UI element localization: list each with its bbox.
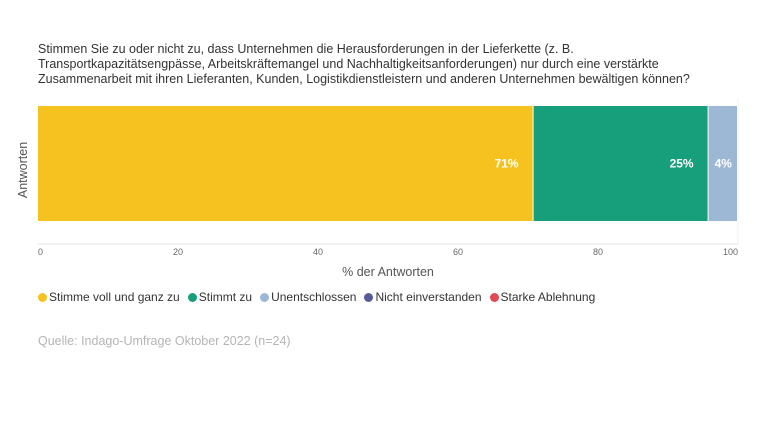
x-ticks-group: 0 20 40 60 80 100 [38, 247, 738, 257]
legend-item-3[interactable]: Nicht einverstanden [364, 290, 482, 304]
legend-item-1[interactable]: Stimmt zu [187, 290, 253, 304]
bar-data-label-0: 71% [495, 157, 519, 171]
source-note: Quelle: Indago-Umfrage Oktober 2022 (n=2… [38, 334, 291, 348]
legend-marker [187, 292, 197, 302]
legend-item-0[interactable]: Stimme voll und ganz zu [38, 290, 180, 304]
legend-marker [260, 292, 270, 302]
bar-labels-group: 71% 25% 4% [495, 157, 733, 171]
x-tick-label: 20 [173, 247, 183, 257]
legend-label: Starke Ablehnung [500, 290, 596, 304]
x-axis-label: % der Antworten [342, 265, 434, 279]
legend-label: Nicht einverstanden [375, 290, 482, 304]
legend: Stimme voll und ganz zu Stimmt zu Unentsch… [38, 290, 603, 304]
y-axis-label: Antworten [16, 142, 30, 198]
legend-item-4[interactable]: Starke Ablehnung [489, 290, 596, 304]
x-tick-label: 60 [453, 247, 463, 257]
bar-segment-1 [533, 106, 708, 221]
x-tick-label: 40 [313, 247, 323, 257]
bar-segment-0 [38, 106, 533, 221]
legend-item-2[interactable]: Unentschlossen [260, 290, 356, 304]
chart-title: Stimmen Sie zu oder nicht zu, dass Unter… [38, 42, 690, 86]
bars-group [38, 106, 737, 221]
bar-data-label-1: 25% [670, 157, 694, 171]
bar-data-label-2: 4% [715, 157, 733, 171]
legend-marker [489, 292, 499, 302]
legend-label: Stimme voll und ganz zu [49, 290, 180, 304]
legend-marker [364, 292, 374, 302]
bar-segment-2 [708, 106, 737, 221]
x-tick-label: 80 [593, 247, 603, 257]
legend-label: Unentschlossen [271, 290, 357, 304]
legend-marker [38, 292, 47, 302]
x-tick-label: 0 [38, 247, 43, 257]
x-tick-label: 100 [723, 247, 738, 257]
legend-label: Stimmt zu [198, 290, 253, 304]
